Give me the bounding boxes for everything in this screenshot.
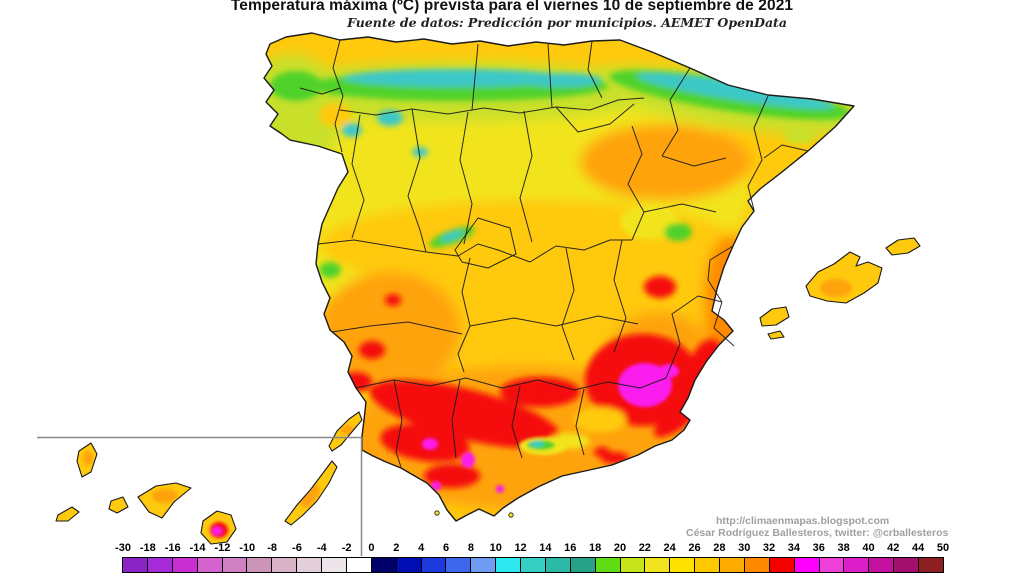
colorbar-cell [445, 557, 472, 573]
colorbar-cell [196, 557, 223, 573]
island-fuerteventura [284, 460, 338, 526]
colorbar-tick-label: 22 [638, 542, 651, 554]
colorbar-tick-label: -30 [115, 542, 131, 554]
colorbar-tick-label: 8 [467, 542, 474, 554]
island-mallorca [805, 251, 883, 304]
attribution-author: César Rodríguez Ballesteros, twitter: @c… [686, 526, 949, 539]
islet-dot-east [508, 512, 514, 518]
page-title: Temperatura máxima (ºC) prevista para el… [230, 0, 794, 14]
attribution-url: http://climaenmapas.blogspot.com [716, 515, 890, 527]
colorbar-tick-label: 42 [887, 542, 900, 554]
attribution: http://climaenmapas.blogspot.com César R… [686, 515, 949, 539]
colorbar-cell [470, 557, 497, 573]
colorbar-cell [793, 557, 820, 573]
peninsula-coastline [263, 32, 855, 522]
colorbar-cell [843, 557, 870, 573]
colorbar-tick-label: -4 [316, 542, 327, 554]
colorbar-cell [122, 557, 148, 573]
page-subtitle: Fuente de datos: Predicción por municipi… [347, 15, 787, 30]
colorbar-tick-label: 10 [489, 542, 502, 554]
colorbar-tick-label: -12 [214, 542, 231, 554]
colorbar-cell [669, 557, 696, 573]
colorbar-cell [520, 557, 546, 573]
island-la-gomera [108, 496, 129, 514]
colorbar-cell [868, 557, 895, 573]
colorbar-cell [146, 557, 173, 573]
island-formentera [767, 330, 785, 340]
colorbar-cell [171, 557, 198, 573]
island-la-palma [76, 442, 98, 478]
colorbar-cell [818, 557, 845, 573]
colorbar-tick-label: 32 [762, 542, 776, 554]
colorbar-cell [544, 557, 571, 573]
colorbar-tick-label: -14 [189, 542, 206, 554]
colorbar-cells [122, 557, 944, 573]
colorbar-cell [893, 557, 919, 573]
colorbar-tick-label: 0 [368, 542, 375, 554]
colorbar-tick-label: 34 [787, 542, 801, 554]
colorbar-cell [768, 557, 795, 573]
island-tenerife [137, 482, 192, 519]
colorbar-cell [345, 557, 372, 573]
colorbar-cell [569, 557, 596, 573]
colorbar-tick-label: 36 [812, 542, 825, 554]
colorbar-tick-label: 20 [613, 542, 627, 554]
colorbar-cell [370, 557, 397, 573]
colorbar-tick-label: -8 [267, 542, 277, 554]
colorbar-tick-label: 24 [663, 542, 676, 554]
colorbar-tick-label: 38 [837, 542, 850, 554]
colorbar-tick-label: -2 [341, 542, 352, 554]
island-gran-canaria [200, 510, 237, 545]
island-outlines [55, 237, 921, 545]
temperature-field-peninsula [264, 33, 854, 521]
colorbar-tick-label: 18 [588, 542, 602, 554]
colorbar-tick-label: 28 [713, 542, 726, 554]
colorbar-tick-label: 16 [564, 542, 577, 554]
colorbar-tick-label: 14 [539, 542, 552, 554]
colorbar-cell [719, 557, 745, 573]
island-menorca [885, 237, 921, 256]
colorbar-tick-label: 50 [936, 542, 950, 554]
colorbar-cell [395, 557, 422, 573]
colorbar-cell [221, 557, 248, 573]
colorbar-tick-label: 26 [688, 542, 701, 554]
colorbar-tick-label: 4 [418, 542, 425, 554]
colorbar-cell [918, 557, 944, 573]
colorbar-cell [495, 557, 521, 573]
colorbar-cell [644, 557, 671, 573]
islet-dot-west [434, 510, 440, 516]
island-lanzarote [328, 411, 363, 452]
colorbar-tick-label: -6 [292, 542, 302, 554]
colorbar-cell [619, 557, 646, 573]
colorbar-tick-label: 40 [862, 542, 875, 554]
island-el-hierro [55, 506, 80, 522]
colorbar-cell [694, 557, 720, 573]
canary-inset-border [37, 436, 363, 556]
colorbar-cell [594, 557, 621, 573]
colorbar-tick-label: -10 [239, 542, 256, 554]
colorbar-cell [743, 557, 770, 573]
colorbar-cell [296, 557, 322, 573]
colorbar-tick-label: 2 [393, 542, 400, 554]
colorbar-cell [420, 557, 447, 573]
colorbar-tick-label: 30 [738, 542, 751, 554]
colorbar-cell [321, 557, 347, 573]
colorbar-tick-label: 44 [912, 542, 925, 554]
island-ibiza [759, 306, 790, 327]
colorbar-ticks: -30 -18 -16 -14 -12 -10 -8 -6 -4 -2 0 2 4 6 8 10 12 14 16 1… [115, 542, 949, 555]
province-borders [299, 39, 809, 468]
colorbar-tick-label: 6 [442, 542, 450, 554]
colorbar-tick-label: -18 [139, 542, 156, 554]
colorbar-cell [246, 557, 273, 573]
colorbar-tick-label: 12 [514, 542, 527, 554]
colorbar-cell [271, 557, 298, 573]
colorbar-tick-label: -16 [164, 542, 181, 554]
